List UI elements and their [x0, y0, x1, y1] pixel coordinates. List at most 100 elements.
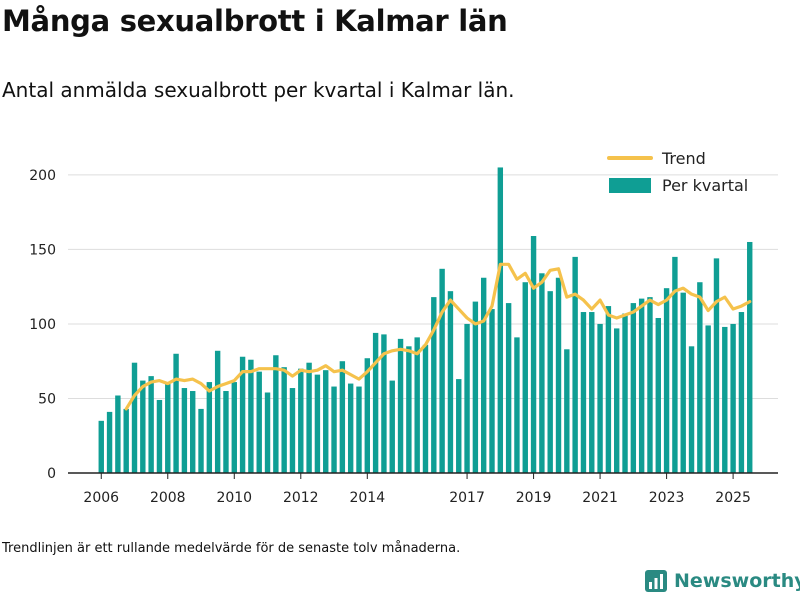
- bar: [414, 337, 420, 473]
- bar: [680, 292, 686, 473]
- bar: [747, 241, 753, 473]
- bar: [173, 353, 179, 473]
- bar: [214, 350, 221, 473]
- bar: [456, 379, 462, 473]
- bar: [181, 388, 188, 473]
- bar: [264, 392, 271, 473]
- chart: 0 50 100 150 200 2006 2008 2010 2012 2014 2017 2019…: [29, 149, 778, 506]
- y-tick-label: 0: [47, 466, 56, 482]
- x-tick-label: 2021: [582, 490, 618, 506]
- bar: [580, 312, 587, 473]
- y-tick-label: 150: [29, 242, 56, 258]
- x-tick-label: 2019: [516, 490, 552, 506]
- bar: [655, 317, 661, 473]
- bar: [372, 332, 379, 473]
- bar: [289, 388, 296, 473]
- bar: [206, 382, 213, 473]
- bar: [505, 303, 512, 473]
- bar: [738, 312, 745, 473]
- bar: [597, 323, 603, 473]
- bar: [647, 297, 653, 473]
- bar: [480, 277, 487, 473]
- x-tick-label: 2008: [150, 490, 186, 506]
- bar: [381, 334, 387, 473]
- bar: [489, 309, 495, 473]
- bar: [281, 367, 287, 473]
- bar: [339, 361, 346, 473]
- bar: [614, 328, 620, 473]
- bar: [422, 344, 429, 473]
- bar: [148, 376, 154, 473]
- bar: [298, 368, 304, 473]
- bar-series: [98, 167, 753, 473]
- bar: [397, 338, 404, 473]
- bar: [472, 301, 479, 473]
- bar: [722, 326, 728, 473]
- x-tick-label: 2025: [715, 490, 751, 506]
- bar: [713, 258, 720, 473]
- trend-series: [124, 262, 752, 411]
- bar: [323, 370, 329, 473]
- bar: [364, 358, 370, 473]
- bar: [705, 325, 711, 473]
- bar: [389, 380, 395, 473]
- bar: [530, 236, 537, 473]
- y-tick-label: 50: [38, 391, 56, 407]
- trend-line: [124, 262, 752, 411]
- bar: [248, 359, 254, 473]
- axes: 0 50 100 150 200 2006 2008 2010 2012 2014 2017 2019…: [29, 168, 778, 506]
- bar: [638, 298, 645, 473]
- bar: [539, 273, 545, 473]
- bar: [347, 383, 354, 473]
- y-tick-label: 200: [29, 168, 56, 184]
- bar: [156, 399, 163, 473]
- legend-bar-swatch: [609, 178, 651, 193]
- bar: [672, 256, 678, 473]
- x-tick-label: 2023: [649, 490, 685, 506]
- bar: [223, 391, 229, 473]
- y-tick-label: 100: [29, 317, 56, 333]
- bar: [447, 291, 454, 473]
- bar: [314, 374, 321, 473]
- bar: [572, 256, 578, 473]
- bar: [273, 355, 279, 473]
- x-tick-label: 2010: [216, 490, 252, 506]
- bar: [688, 346, 695, 473]
- bar: [331, 386, 337, 473]
- bar: [106, 411, 113, 473]
- footnote: Trendlinjen är ett rullande medelvärde f…: [2, 541, 461, 556]
- bar: [431, 297, 437, 473]
- bar: [131, 362, 138, 473]
- bar: [356, 386, 362, 473]
- bar: [497, 167, 504, 473]
- bar: [522, 282, 528, 473]
- bar: [231, 382, 237, 473]
- newsworthy-chart-logo-icon: [645, 570, 667, 592]
- bar: [198, 408, 204, 473]
- bar: [589, 312, 595, 473]
- brand-logo: Newsworthy: [644, 569, 800, 593]
- bar: [622, 313, 628, 473]
- bar: [605, 306, 612, 473]
- bar: [439, 268, 445, 473]
- bar: [98, 420, 104, 473]
- bar: [464, 323, 470, 473]
- bar: [115, 395, 121, 473]
- x-tick-label: 2014: [349, 490, 385, 506]
- bar: [547, 291, 553, 473]
- x-tick-label: 2012: [283, 490, 319, 506]
- bar: [514, 337, 520, 473]
- bar: [256, 371, 262, 473]
- legend: Trend Per kvartal: [607, 149, 748, 195]
- bar: [123, 408, 129, 473]
- x-tick-label: 2017: [449, 490, 485, 506]
- bar: [239, 356, 246, 473]
- bar: [306, 362, 312, 473]
- bar: [555, 277, 562, 473]
- bar: [190, 391, 196, 473]
- bar: [140, 380, 146, 473]
- legend-bar-label: Per kvartal: [662, 176, 748, 195]
- chart-subtitle: Antal anmälda sexualbrott per kvartal i …: [2, 78, 515, 102]
- bar: [730, 323, 736, 473]
- bar: [663, 288, 670, 473]
